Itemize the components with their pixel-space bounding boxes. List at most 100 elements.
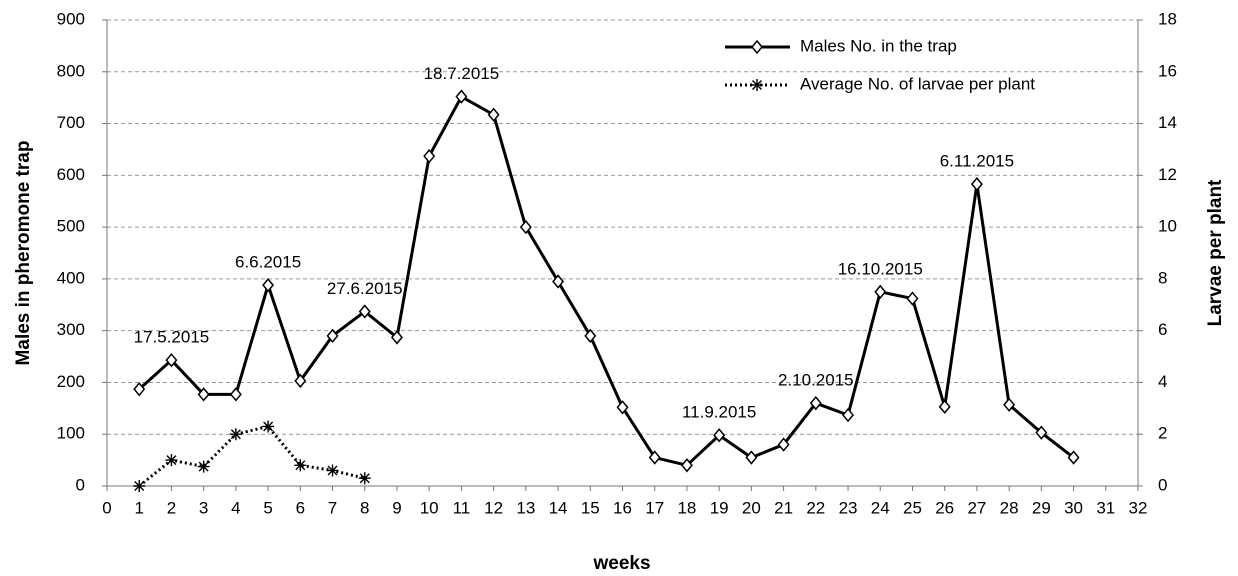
marker (390, 330, 403, 345)
x-axis-title: weeks (592, 553, 650, 574)
x-tick-label: 18 (677, 498, 696, 517)
x-tick-label: 13 (516, 498, 535, 517)
y-tick-label: 800 (57, 61, 85, 80)
marker (970, 176, 983, 192)
legend-label: Males No. in the trap (800, 36, 957, 55)
y-tick-label: 400 (57, 268, 85, 287)
y-tick-label: 0 (76, 475, 85, 494)
marker (423, 149, 436, 164)
x-tick-label: 4 (231, 498, 240, 517)
x-tick-label: 8 (360, 498, 369, 517)
x-tick-label: 1 (134, 498, 143, 517)
marker (1035, 425, 1048, 440)
marker (487, 107, 500, 122)
y2-axis-title: Larvae per plant (1205, 179, 1226, 326)
marker (358, 304, 371, 319)
marker (326, 328, 339, 344)
x-tick-label: 30 (1064, 498, 1083, 517)
x-tick-label: 3 (199, 498, 208, 517)
marker (680, 458, 693, 473)
marker (229, 387, 242, 402)
marker (133, 480, 146, 492)
y-tick-label: 700 (57, 113, 85, 132)
x-tick-label: 7 (328, 498, 337, 517)
x-tick-label: 20 (742, 498, 761, 517)
marker (938, 399, 951, 414)
marker (519, 219, 532, 235)
annotation: 16.10.2015 (838, 259, 923, 278)
marker (584, 328, 597, 344)
marker (197, 387, 210, 402)
annotation: 11.9.2015 (682, 403, 756, 422)
marker (874, 284, 887, 300)
x-tick-label: 29 (1032, 498, 1051, 517)
marker (616, 400, 629, 415)
y2-tick-label: 18 (1158, 9, 1177, 28)
x-tick-label: 24 (871, 498, 890, 517)
y2-tick-label: 0 (1158, 475, 1167, 494)
marker (229, 428, 242, 441)
x-tick-label: 12 (484, 498, 503, 517)
series-line (138, 94, 1075, 467)
marker (552, 274, 565, 289)
marker (1067, 450, 1080, 465)
x-tick-label: 32 (1129, 498, 1148, 517)
annotation: 17.5.2015 (134, 328, 210, 347)
y-tick-label: 200 (57, 372, 85, 391)
marker (648, 450, 661, 465)
annotation: 27.6.2015 (327, 279, 403, 298)
y-tick-label: 600 (57, 165, 85, 184)
x-tick-label: 14 (549, 498, 568, 517)
marker (358, 472, 371, 485)
y2-tick-label: 8 (1158, 268, 1167, 287)
marker (751, 39, 763, 55)
marker (294, 459, 307, 472)
marker (906, 291, 919, 306)
x-tick-label: 26 (935, 498, 954, 517)
y2-tick-label: 16 (1158, 61, 1177, 80)
x-tick-label: 22 (806, 498, 825, 517)
y2-tick-label: 10 (1158, 217, 1177, 236)
marker (294, 373, 307, 389)
x-tick-label: 25 (903, 498, 922, 517)
annotation: 6.11.2015 (940, 152, 1014, 171)
marker (809, 395, 822, 411)
marker (165, 454, 178, 467)
x-tick-label: 28 (1000, 498, 1019, 517)
y-axis-title: Males in pheromone trap (13, 141, 34, 366)
y2-tick-label: 6 (1158, 320, 1167, 339)
marker (713, 428, 726, 443)
y2-tick-label: 2 (1158, 424, 1167, 443)
series-line (138, 424, 366, 488)
marker (262, 277, 275, 293)
marker (197, 460, 210, 473)
y-tick-label: 100 (57, 424, 85, 443)
y2-tick-label: 12 (1158, 165, 1177, 184)
annotation: 2.10.2015 (778, 371, 854, 390)
y2-tick-label: 14 (1158, 113, 1177, 132)
annotation: 6.6.2015 (235, 253, 301, 272)
marker (326, 464, 339, 477)
x-tick-label: 10 (420, 498, 439, 517)
y-tick-label: 300 (57, 320, 85, 339)
y-tick-label: 900 (57, 9, 85, 28)
marker (842, 407, 855, 423)
marker (133, 382, 146, 397)
marker (745, 450, 758, 465)
x-tick-label: 11 (453, 498, 471, 517)
x-tick-label: 6 (296, 498, 305, 517)
marker (262, 420, 275, 433)
x-tick-label: 0 (102, 498, 111, 517)
x-tick-label: 23 (839, 498, 858, 517)
marker (165, 353, 178, 368)
x-tick-label: 5 (263, 498, 272, 517)
x-tick-label: 9 (392, 498, 401, 517)
marker (1003, 397, 1016, 412)
x-tick-label: 17 (645, 498, 664, 517)
marker (777, 437, 790, 452)
x-tick-label: 21 (774, 498, 793, 517)
x-tick-label: 19 (710, 498, 729, 517)
y2-tick-label: 4 (1158, 372, 1167, 391)
x-tick-label: 31 (1096, 498, 1115, 517)
